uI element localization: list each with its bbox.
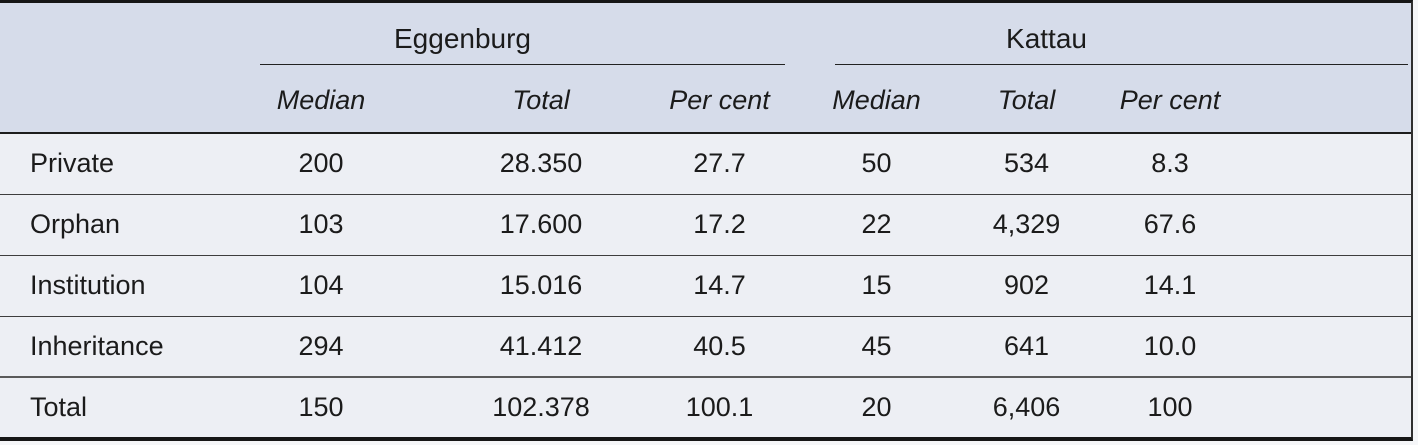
table-body: Private 200 28.350 27.7 50 534 8.3 Orpha… (0, 133, 1411, 437)
row-label-header (0, 65, 196, 133)
cell-institution-eggenburg-median: 104 (196, 255, 446, 316)
column-group-row: Eggenburg Kattau (0, 3, 1411, 65)
cell-inheritance-kattau-total: 641 (950, 316, 1104, 377)
col-header-kattau-median: Median (803, 65, 951, 133)
cell-orphan-kattau-median: 22 (803, 194, 951, 255)
cell-total-eggenburg-total: 102.378 (446, 377, 636, 437)
cell-orphan-eggenburg-total: 17.600 (446, 194, 636, 255)
cell-private-eggenburg-percent: 27.7 (636, 133, 804, 194)
cell-institution-eggenburg-total: 15.016 (446, 255, 636, 316)
row-label: Orphan (0, 194, 196, 255)
table-row-private: Private 200 28.350 27.7 50 534 8.3 (0, 133, 1411, 194)
cell-inheritance-eggenburg-median: 294 (196, 316, 446, 377)
table-header: Eggenburg Kattau Median Total Per cent M… (0, 3, 1411, 133)
row-label: Total (0, 377, 196, 437)
cell-inheritance-eggenburg-percent: 40.5 (636, 316, 804, 377)
column-group-kattau: Kattau (803, 3, 1411, 65)
cell-orphan-eggenburg-percent: 17.2 (636, 194, 804, 255)
cell-orphan-kattau-percent: 67.6 (1103, 194, 1411, 255)
eggenburg-kattau-table: Eggenburg Kattau Median Total Per cent M… (0, 3, 1411, 437)
cell-total-kattau-total: 6,406 (950, 377, 1104, 437)
cell-total-eggenburg-median: 150 (196, 377, 446, 437)
column-group-label-kattau: Kattau (1006, 23, 1087, 54)
cell-inheritance-kattau-median: 45 (803, 316, 951, 377)
cell-orphan-eggenburg-median: 103 (196, 194, 446, 255)
cell-total-kattau-percent: 100 (1103, 377, 1411, 437)
cell-private-kattau-percent: 8.3 (1103, 133, 1411, 194)
cell-total-kattau-median: 20 (803, 377, 951, 437)
column-group-eggenburg: Eggenburg (196, 3, 804, 65)
cell-inheritance-eggenburg-total: 41.412 (446, 316, 636, 377)
row-label: Institution (0, 255, 196, 316)
table-row-orphan: Orphan 103 17.600 17.2 22 4,329 67.6 (0, 194, 1411, 255)
cell-institution-eggenburg-percent: 14.7 (636, 255, 804, 316)
col-header-eggenburg-percent: Per cent (636, 65, 804, 133)
cell-private-eggenburg-median: 200 (196, 133, 446, 194)
kattau-underline: Kattau (835, 23, 1408, 65)
cell-private-kattau-total: 534 (950, 133, 1104, 194)
cell-total-eggenburg-percent: 100.1 (636, 377, 804, 437)
cell-orphan-kattau-total: 4,329 (950, 194, 1104, 255)
eggenburg-underline: Eggenburg (260, 23, 786, 65)
table-row-inheritance: Inheritance 294 41.412 40.5 45 641 10.0 (0, 316, 1411, 377)
cell-private-eggenburg-total: 28.350 (446, 133, 636, 194)
col-header-eggenburg-total: Total (446, 65, 636, 133)
cell-private-kattau-median: 50 (803, 133, 951, 194)
row-label: Private (0, 133, 196, 194)
corner-cell (0, 3, 196, 65)
table-row-total: Total 150 102.378 100.1 20 6,406 100 (0, 377, 1411, 437)
col-header-kattau-total: Total (950, 65, 1104, 133)
row-label: Inheritance (0, 316, 196, 377)
col-header-eggenburg-median: Median (196, 65, 446, 133)
cell-institution-kattau-median: 15 (803, 255, 951, 316)
column-group-label-eggenburg: Eggenburg (394, 23, 532, 54)
cell-inheritance-kattau-percent: 10.0 (1103, 316, 1411, 377)
table-row-institution: Institution 104 15.016 14.7 15 902 14.1 (0, 255, 1411, 316)
cell-institution-kattau-total: 902 (950, 255, 1104, 316)
subheader-row: Median Total Per cent Median Total Per c… (0, 65, 1411, 133)
cell-institution-kattau-percent: 14.1 (1103, 255, 1411, 316)
col-header-kattau-percent: Per cent (1103, 65, 1411, 133)
